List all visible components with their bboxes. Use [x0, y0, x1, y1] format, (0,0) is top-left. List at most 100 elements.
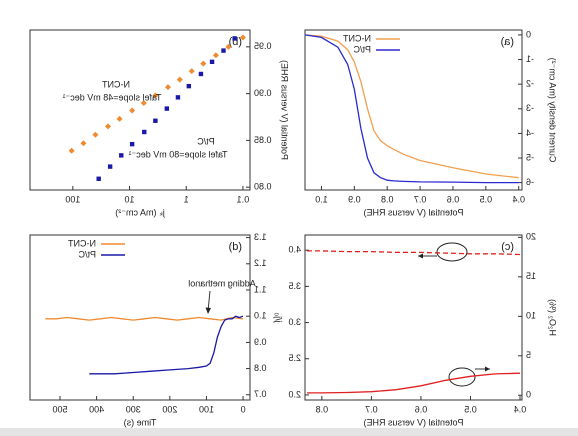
annotation: Tafel slope=80 mV dec⁻¹: [128, 149, 227, 159]
series-line: [45, 316, 244, 321]
point: [164, 106, 170, 111]
arrow-head: [485, 366, 490, 372]
x-tick-label: 0.6: [415, 404, 428, 414]
legend-label: N-CNT: [68, 238, 96, 248]
point: [152, 92, 159, 99]
y-axis-label: j/j₀: [274, 312, 284, 323]
series-line: [89, 315, 244, 375]
series-line: [304, 34, 519, 184]
point: [129, 107, 136, 114]
series-line: [307, 250, 521, 256]
point: [200, 60, 207, 67]
x-tick-label: 1: [184, 194, 189, 204]
legend-label: N-CNT: [343, 33, 371, 43]
point: [221, 48, 226, 53]
annotation: N-CNT: [102, 79, 130, 89]
point: [176, 76, 183, 83]
point: [116, 115, 123, 122]
x-tick-label: 200: [162, 404, 177, 414]
point: [186, 83, 192, 89]
y-axis-label: Current density (mA cm⁻²): [548, 58, 558, 163]
bottom-band: [0, 428, 578, 436]
panel-label: (a): [501, 36, 514, 48]
annotation: Tafel slope=48 mV dec⁻¹: [62, 92, 161, 102]
point: [225, 43, 232, 50]
y-tick-label: 0.8: [254, 363, 267, 373]
point: [68, 147, 75, 154]
point: [80, 140, 87, 147]
series-line: [304, 34, 519, 179]
legend-label: Pt/C: [78, 249, 96, 259]
plot-frame: [29, 29, 251, 191]
x-tick-label: 400: [89, 404, 104, 414]
x-tick-label: 100: [65, 194, 80, 204]
y-axis-label: Potential (V versus RHE): [280, 60, 290, 160]
y-tick-label: 10: [526, 311, 536, 321]
x-axis-label: Potential (V versus RHE): [363, 417, 463, 427]
point: [212, 52, 219, 59]
x-tick-label: 0.4: [514, 404, 527, 414]
x-tick-label: 1.0: [315, 194, 328, 204]
point: [232, 36, 237, 41]
x-tick-label: 0.9: [348, 194, 361, 204]
y-tick-label: -3: [526, 103, 534, 113]
plot-frame: [304, 234, 523, 401]
arrow-head: [418, 253, 423, 259]
point: [239, 34, 246, 41]
y-tick-label: -5: [526, 152, 534, 162]
y-tick-label: 0.7: [254, 389, 267, 399]
callout-ellipse: [436, 242, 468, 262]
panel-label: (d): [229, 241, 242, 253]
y-tick-label: 1.2: [254, 258, 267, 268]
y2-tick-label: 4.0: [288, 245, 301, 255]
x-tick-label: 0.4: [512, 194, 525, 204]
y2-tick-label: 3.0: [288, 317, 301, 327]
plot-frame: [304, 29, 523, 191]
annotation-arrow: [207, 290, 211, 312]
x-tick-label: 0.6: [447, 194, 460, 204]
x-tick-label: 0.5: [464, 404, 477, 414]
y2-tick-label: 3.5: [288, 281, 301, 291]
annotation: Pt/C: [197, 136, 215, 146]
callout-ellipse: [448, 367, 476, 387]
y-tick-label: 1.3: [254, 232, 267, 242]
y-tick-label: 0.9: [254, 337, 267, 347]
point: [142, 129, 147, 135]
x-tick-label: 0: [241, 404, 246, 414]
point: [92, 131, 99, 138]
plot-frame: [29, 234, 251, 401]
point: [129, 141, 135, 147]
y-tick-label: 0.95: [254, 41, 272, 51]
y-tick-label: 0.85: [254, 135, 272, 145]
y-tick-label: 20: [526, 232, 536, 242]
y-tick-label: 0.80: [254, 182, 272, 192]
point: [188, 68, 195, 75]
y-tick-label: 1.1: [254, 284, 267, 294]
panel-label: (b): [229, 36, 242, 48]
legend-label: Pt/C: [353, 44, 371, 54]
point: [164, 84, 171, 91]
y2-tick-label: 2.5: [288, 353, 301, 363]
x-tick-label: 0.1: [237, 194, 250, 204]
x-axis-label: jₖ (mA cm⁻²): [115, 207, 166, 217]
point: [96, 176, 101, 181]
y-tick-label: 0.90: [254, 88, 272, 98]
x-tick-label: 100: [199, 404, 214, 414]
point: [140, 99, 147, 106]
y-tick-label: 5: [526, 350, 531, 360]
y2-tick-label: 2.0: [288, 389, 301, 399]
point: [175, 95, 181, 100]
x-tick-label: 0.5: [480, 194, 493, 204]
y-tick-label: 1.0: [254, 311, 267, 321]
x-tick-label: 300: [126, 404, 141, 414]
series-line: [307, 372, 521, 394]
y-tick-label: 15: [526, 271, 536, 281]
y-tick-label: 0: [526, 390, 531, 400]
x-tick-label: 0.8: [316, 404, 329, 414]
point: [198, 71, 204, 77]
point: [119, 153, 124, 158]
y-tick-label: -6: [526, 177, 534, 187]
point: [153, 118, 158, 123]
panel-label: (c): [501, 241, 514, 253]
x-tick-label: 10: [125, 194, 135, 204]
